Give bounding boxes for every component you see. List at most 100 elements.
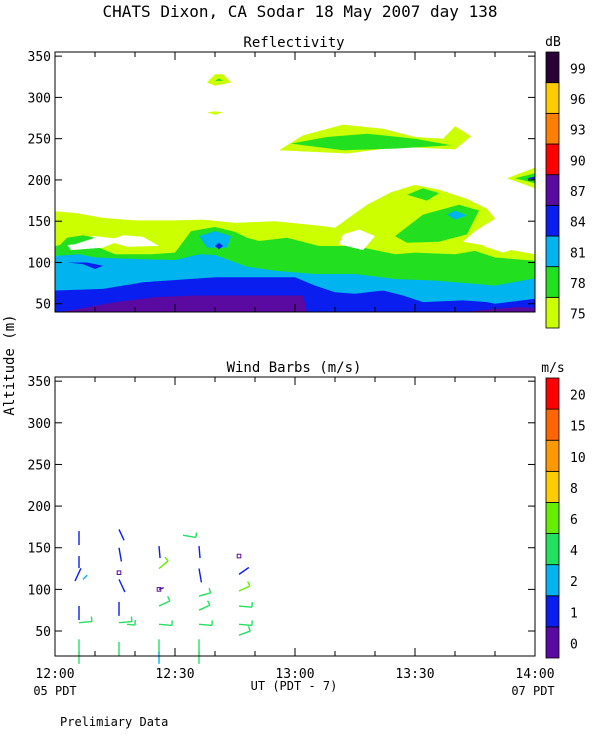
- wind-barb: [79, 622, 92, 623]
- colorbar-label: 10: [570, 451, 586, 466]
- wind-barb-flag: [131, 617, 132, 622]
- wind-barb-flag: [91, 617, 92, 622]
- x-tick-label: 12:00: [35, 667, 74, 682]
- wind-barb: [119, 548, 121, 562]
- colorbar-cell: [546, 113, 559, 144]
- reflectivity-title: Reflectivity: [243, 35, 344, 51]
- wind-barb: [239, 586, 250, 591]
- colorbar-label: 96: [570, 93, 586, 108]
- contour-75-patch: [207, 111, 223, 114]
- colorbar-cell: [546, 378, 559, 409]
- wind-barb: [119, 622, 132, 623]
- y-tick-label: 50: [35, 298, 51, 313]
- x-left-note: 05 PDT: [33, 684, 76, 698]
- colorbar-label: 1: [570, 606, 578, 621]
- colorbar-cell: [546, 502, 559, 533]
- wind-barb: [199, 569, 201, 583]
- x-tick-label: 14:00: [515, 667, 554, 682]
- wind-barb: [119, 579, 125, 592]
- wind-barb-flag: [209, 588, 210, 593]
- colorbar-cell: [546, 83, 559, 114]
- wind-barbs: [75, 529, 252, 663]
- wind-barb: [199, 593, 211, 596]
- wind-barb: [199, 605, 210, 610]
- wind-barb: [75, 568, 81, 581]
- colorbar-label: 87: [570, 185, 586, 200]
- colorbar-label: 4: [570, 544, 578, 559]
- colorbar-label: 93: [570, 124, 586, 139]
- colorbar-label: 90: [570, 154, 586, 169]
- y-tick-label: 200: [28, 174, 51, 189]
- wind-barb: [159, 561, 168, 569]
- colorbar-label: 84: [570, 216, 586, 231]
- x-axis-label: UT (PDT - 7): [251, 679, 338, 693]
- y-tick-label: 100: [28, 583, 51, 598]
- y-tick-label: 350: [28, 375, 51, 390]
- wind-barb: [199, 546, 200, 558]
- colorbar-label: 15: [570, 420, 586, 435]
- colorbar-cell: [546, 471, 559, 502]
- y-tick-label: 100: [28, 256, 51, 271]
- colorbar-label: 6: [570, 513, 578, 528]
- wind-barb: [239, 606, 252, 607]
- y-tick-label: 250: [28, 133, 51, 148]
- wind-barb: [239, 567, 249, 574]
- wind-barb-flag: [165, 557, 168, 561]
- wind-barb: [119, 529, 124, 540]
- wind-barb: [183, 535, 196, 537]
- colorbar-label: 81: [570, 246, 586, 261]
- calm-marker: [117, 571, 121, 575]
- colorbar-cell: [546, 534, 559, 565]
- calm-marker: [237, 554, 241, 558]
- colorbar-label: 8: [570, 482, 578, 497]
- wind-barb-flag: [208, 601, 210, 605]
- y-tick-label: 300: [28, 91, 51, 106]
- y-tick-label: 250: [28, 458, 51, 473]
- colorbar-cell: [546, 205, 559, 236]
- y-tick-label: 200: [28, 500, 51, 515]
- wind-barb-flag: [248, 626, 250, 631]
- y-axis-label: Altitude (m): [2, 314, 18, 415]
- y-tick-label: 150: [28, 215, 51, 230]
- wind-barb: [199, 624, 212, 625]
- reflectivity-colorbar: 75 78 81 84 87 90 93 96 99: [546, 52, 586, 328]
- reflectivity-colorbar-unit: dB: [545, 35, 561, 50]
- y-tick-label: 350: [28, 50, 51, 65]
- colorbar-cell: [546, 565, 559, 596]
- wind-barb-flag: [248, 581, 250, 585]
- colorbar-cell: [546, 236, 559, 267]
- wind-barb: [159, 624, 172, 625]
- colorbar-label: 20: [570, 389, 586, 404]
- y-tick-label: 150: [28, 542, 51, 557]
- colorbar-cell: [546, 409, 559, 440]
- wind-barb: [239, 631, 250, 635]
- colorbar-label: 75: [570, 308, 586, 323]
- reflectivity-contours: [55, 74, 535, 312]
- wind-barb-flag: [168, 596, 170, 600]
- colorbar-cell: [546, 627, 559, 658]
- wind-barb: [239, 624, 252, 625]
- colorbar-label: 78: [570, 277, 586, 292]
- wind-barb: [159, 601, 170, 606]
- wind-barb: [159, 546, 160, 558]
- colorbar-cell: [546, 596, 559, 627]
- y-tick-label: 300: [28, 417, 51, 432]
- wind-barb: [83, 575, 87, 579]
- colorbar-cell: [546, 175, 559, 206]
- x-tick-label: 12:30: [155, 667, 194, 682]
- colorbar-cell: [546, 297, 559, 328]
- figure-title: CHATS Dixon, CA Sodar 18 May 2007 day 13…: [103, 2, 498, 21]
- x-right-note: 07 PDT: [511, 684, 554, 698]
- footer-note: Prelimiary Data: [60, 715, 168, 729]
- wind-barbs-plot-frame: [55, 377, 535, 656]
- wind-barb-flag: [196, 533, 197, 538]
- wind-barbs-title: Wind Barbs (m/s): [227, 360, 362, 376]
- colorbar-cell: [546, 52, 559, 83]
- colorbar-cell: [546, 267, 559, 298]
- colorbar-label: 99: [570, 62, 586, 77]
- colorbar-label: 0: [570, 637, 578, 652]
